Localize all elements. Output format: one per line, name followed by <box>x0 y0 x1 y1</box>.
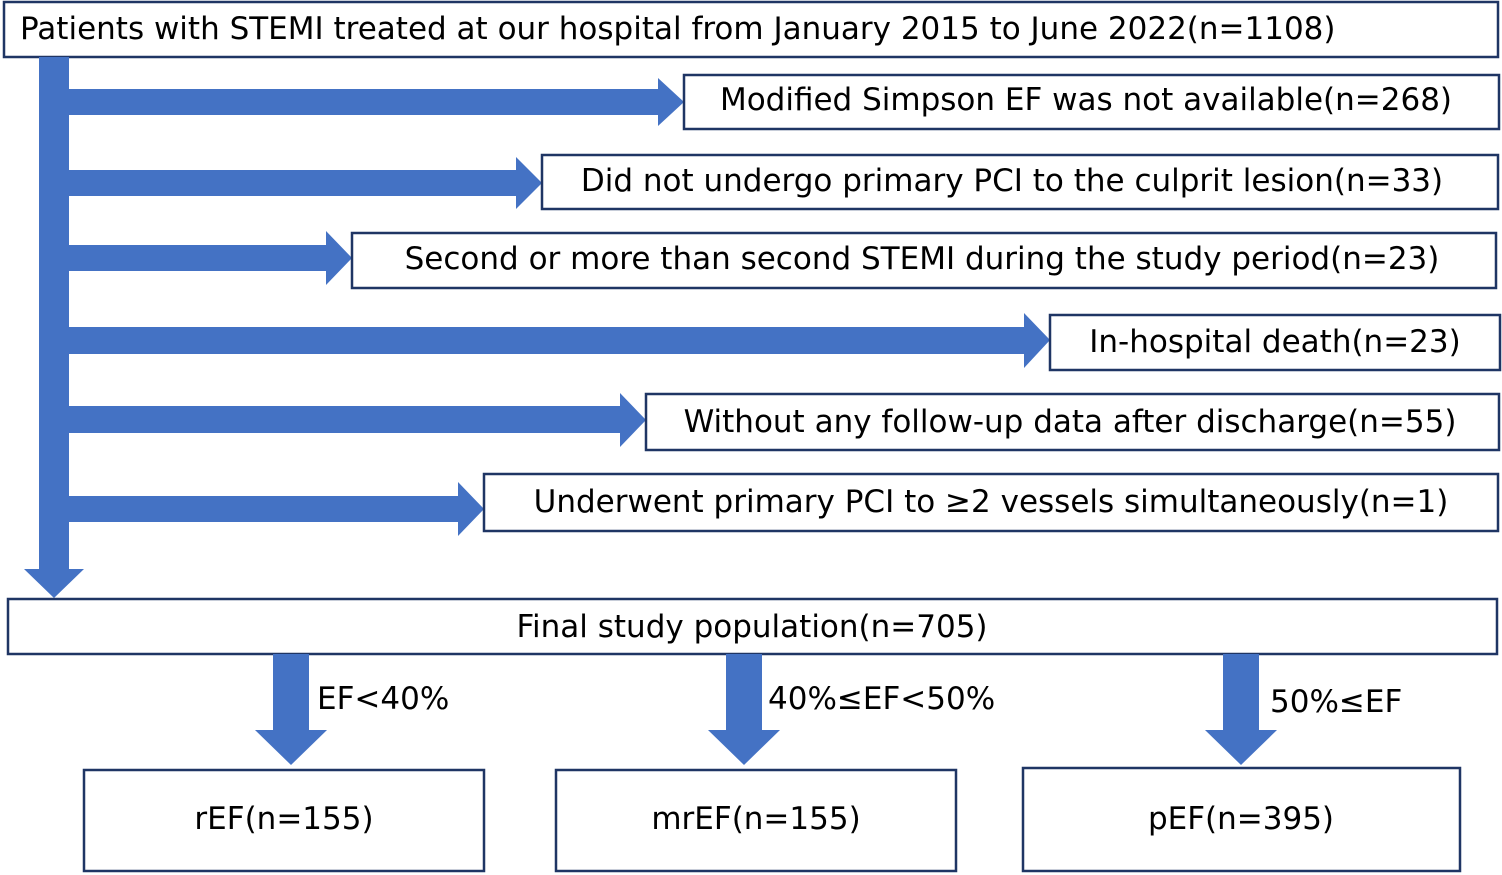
exclusion-arrowhead-6 <box>458 482 484 536</box>
group-arrowhead-ref <box>255 730 327 765</box>
exclusion-arrow-1 <box>69 89 660 115</box>
group-arrow-ref <box>273 654 309 732</box>
top-box <box>2 0 1500 59</box>
main-vertical-arrow-shaft <box>39 57 69 570</box>
group-arrowhead-pef <box>1205 730 1277 765</box>
group-arrow-mref <box>726 654 762 732</box>
exclusion-arrow-5 <box>69 406 622 433</box>
group-box-mref <box>554 768 958 873</box>
exclusion-box-1 <box>682 73 1501 131</box>
exclusion-box-4 <box>1048 313 1502 372</box>
group-label-mref: mrEF(n=155) <box>651 801 860 837</box>
exclusion-text-5: Without any follow-up data after dischar… <box>684 404 1457 440</box>
criterion-label-pef: 50%≤EF <box>1270 684 1402 720</box>
group-box-ref <box>82 768 486 873</box>
criterion-label-mref: 40%≤EF<50% <box>768 681 995 717</box>
exclusion-arrow-6 <box>69 496 460 522</box>
final-population-text: Final study population(n=705) <box>516 609 987 645</box>
group-arrowhead-mref <box>708 730 780 765</box>
final-population-box <box>6 597 1499 656</box>
exclusion-arrow-4 <box>69 327 1026 354</box>
exclusion-arrowhead-1 <box>658 78 684 126</box>
exclusion-arrowhead-3 <box>326 231 352 285</box>
exclusion-arrow-2 <box>69 170 518 196</box>
exclusion-box-5 <box>644 392 1501 452</box>
exclusion-text-6: Underwent primary PCI to ≥2 vessels simu… <box>534 484 1449 520</box>
exclusion-text-1: Modified Simpson EF was not available(n=… <box>720 82 1452 118</box>
group-arrow-pef <box>1223 654 1259 732</box>
exclusion-box-2 <box>540 153 1500 211</box>
exclusion-arrowhead-5 <box>620 393 646 447</box>
top-box-text: Patients with STEMI treated at our hospi… <box>20 11 1336 47</box>
main-vertical-arrowhead <box>24 569 84 598</box>
exclusion-box-6 <box>482 472 1500 533</box>
exclusion-text-4: In-hospital death(n=23) <box>1089 324 1460 360</box>
exclusion-box-3 <box>350 231 1498 290</box>
exclusion-arrowhead-2 <box>516 157 542 209</box>
group-label-pef: pEF(n=395) <box>1148 801 1334 837</box>
exclusion-arrowhead-4 <box>1024 313 1050 368</box>
group-box-pef <box>1021 766 1462 873</box>
group-label-ref: rEF(n=155) <box>194 801 373 837</box>
exclusion-text-3: Second or more than second STEMI during … <box>405 241 1440 277</box>
exclusion-arrow-3 <box>69 245 328 271</box>
criterion-label-ref: EF<40% <box>317 681 449 717</box>
exclusion-text-2: Did not undergo primary PCI to the culpr… <box>581 163 1443 199</box>
